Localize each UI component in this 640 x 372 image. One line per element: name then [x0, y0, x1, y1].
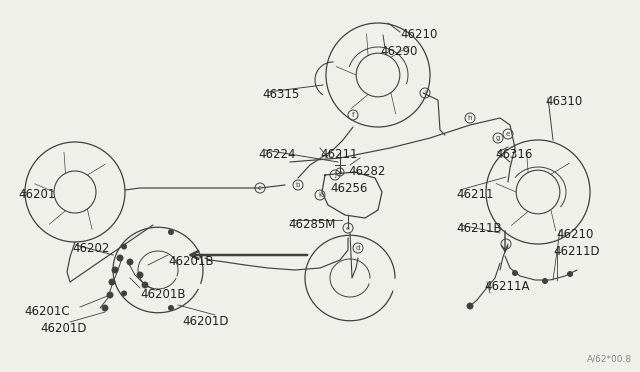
Text: 46201B: 46201B — [168, 255, 214, 268]
Text: 46290: 46290 — [380, 45, 417, 58]
Text: 46256: 46256 — [330, 182, 367, 195]
Text: d: d — [356, 245, 360, 251]
Text: k: k — [318, 192, 322, 198]
Text: 46282: 46282 — [348, 165, 385, 178]
Text: 46210: 46210 — [556, 228, 593, 241]
Text: 46202: 46202 — [72, 242, 109, 255]
Text: 46224: 46224 — [258, 148, 296, 161]
Circle shape — [513, 270, 518, 276]
Text: a: a — [339, 170, 342, 174]
Text: 46211D: 46211D — [553, 245, 600, 258]
Circle shape — [122, 291, 127, 296]
Text: A/62*00.8: A/62*00.8 — [587, 355, 632, 364]
Text: 46316: 46316 — [495, 148, 532, 161]
Circle shape — [168, 230, 173, 235]
Text: 46315: 46315 — [262, 88, 300, 101]
Text: 46201C: 46201C — [24, 305, 70, 318]
Text: j: j — [334, 172, 336, 178]
Text: f: f — [352, 112, 355, 118]
Text: e: e — [506, 131, 510, 137]
Circle shape — [112, 267, 118, 273]
Circle shape — [543, 279, 547, 283]
Circle shape — [122, 244, 127, 249]
Text: 46201: 46201 — [18, 188, 56, 201]
Circle shape — [467, 303, 473, 309]
Text: 46211B: 46211B — [456, 222, 502, 235]
Circle shape — [168, 305, 173, 311]
Text: 46201D: 46201D — [40, 322, 86, 335]
Circle shape — [127, 259, 133, 265]
Text: 46211: 46211 — [320, 148, 358, 161]
Text: 46211: 46211 — [456, 188, 493, 201]
Text: c: c — [258, 185, 262, 191]
Text: 46310: 46310 — [545, 95, 582, 108]
Text: 46201B: 46201B — [140, 288, 186, 301]
Text: 46201D: 46201D — [182, 315, 228, 328]
Circle shape — [107, 292, 113, 298]
Text: e: e — [346, 225, 350, 231]
Text: 46211A: 46211A — [484, 280, 529, 293]
Text: b: b — [296, 182, 300, 188]
Circle shape — [117, 255, 123, 261]
Circle shape — [142, 282, 148, 288]
Text: 46285M: 46285M — [288, 218, 335, 231]
Circle shape — [102, 305, 108, 311]
Text: g: g — [496, 135, 500, 141]
Circle shape — [109, 279, 115, 285]
Text: 46210: 46210 — [400, 28, 437, 41]
Text: h: h — [468, 115, 472, 121]
Circle shape — [137, 272, 143, 278]
Text: i: i — [424, 90, 426, 96]
Circle shape — [568, 272, 573, 276]
